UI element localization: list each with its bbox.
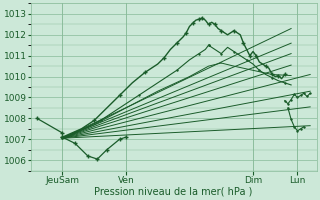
X-axis label: Pression niveau de la mer( hPa ): Pression niveau de la mer( hPa ) xyxy=(94,187,253,197)
